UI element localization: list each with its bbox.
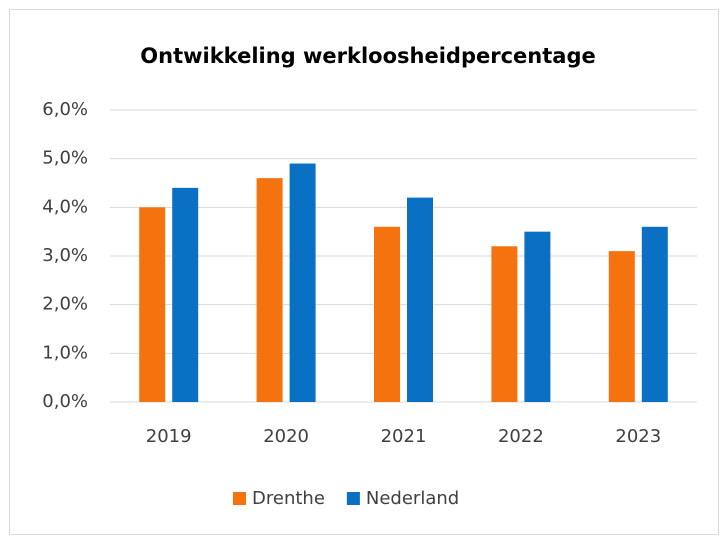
y-tick-label: 2,0%: [42, 294, 88, 315]
bar: [256, 178, 283, 402]
bar: [139, 207, 166, 402]
bar: [374, 226, 400, 402]
chart-title: Ontwikkeling werkloosheidpercentage: [140, 44, 595, 68]
y-tick-label: 0,0%: [42, 391, 88, 412]
y-tick-label: 1,0%: [42, 342, 88, 363]
legend-swatch: [233, 492, 246, 505]
y-tick-label: 4,0%: [42, 196, 88, 217]
bar: [491, 246, 518, 402]
y-tick-label: 6,0%: [42, 99, 88, 120]
chart-frame: [9, 9, 719, 535]
x-tick-label: 2022: [498, 426, 544, 447]
bar: [407, 197, 433, 402]
legend-label: Drenthe: [252, 488, 325, 509]
bar: [641, 226, 668, 402]
legend-swatch: [346, 492, 360, 505]
bar: [524, 231, 551, 402]
y-tick-label: 3,0%: [42, 245, 88, 266]
x-tick-label: 2021: [381, 426, 427, 447]
x-tick-label: 2019: [146, 426, 192, 447]
legend-label: Nederland: [366, 488, 459, 509]
x-tick-label: 2020: [263, 426, 309, 447]
bar: [172, 187, 199, 402]
y-tick-label: 5,0%: [42, 148, 88, 169]
x-tick-label: 2023: [615, 426, 661, 447]
bar: [289, 163, 316, 402]
bar: [608, 251, 635, 402]
